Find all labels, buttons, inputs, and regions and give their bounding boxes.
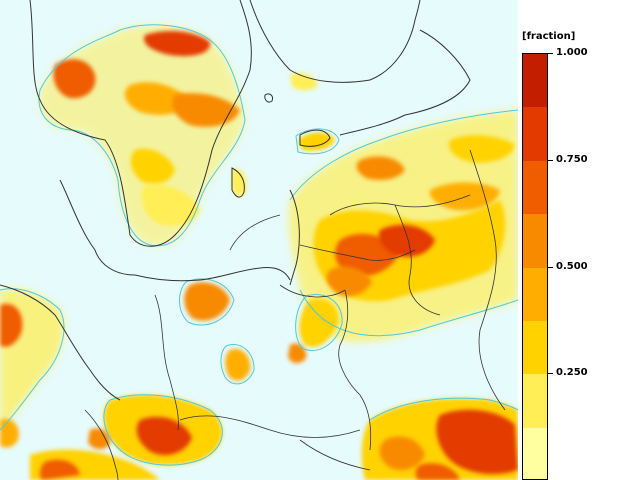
- legend-tick-label: 0.750: [556, 154, 588, 165]
- legend-tick-mark: [548, 267, 553, 268]
- legend-swatch: [523, 427, 547, 479]
- legend-tick-label: 0.250: [556, 367, 588, 378]
- legend-tick-mark: [548, 160, 553, 161]
- coastlines: [0, 0, 471, 401]
- legend-swatch: [523, 54, 547, 108]
- fraction-map: [0, 0, 518, 480]
- legend-swatch: [523, 267, 547, 321]
- legend-swatch: [523, 214, 547, 268]
- legend-title: [fraction]: [522, 31, 576, 42]
- legend-tick-label: 1.000: [556, 47, 588, 58]
- fraction-field-scandinavia: [39, 24, 335, 246]
- legend-swatch: [523, 374, 547, 428]
- legend-tick-label: 0.500: [556, 261, 588, 272]
- country-borders: [84, 149, 506, 480]
- legend-swatch: [523, 107, 547, 161]
- legend-colorbar: [522, 53, 548, 480]
- legend-tick-mark: [548, 373, 553, 374]
- legend-swatch: [523, 320, 547, 375]
- legend-swatch: [523, 160, 547, 215]
- legend-tick-mark: [548, 53, 553, 54]
- fraction-field-southeast: [361, 398, 518, 480]
